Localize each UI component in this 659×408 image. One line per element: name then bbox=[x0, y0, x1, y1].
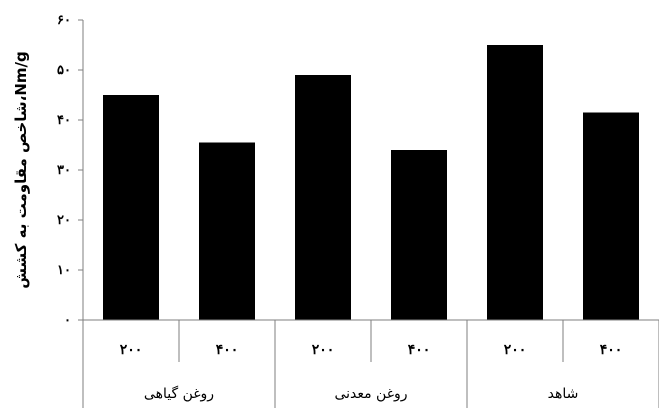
x-axis: ۲۰۰ ۴۰۰ ۲۰۰ ۴۰۰ ۲۰۰ ۴۰۰ روغن گیاهی روغن معدنی شا… bbox=[82, 319, 659, 408]
x-tick-label: ۲۰۰ bbox=[312, 343, 335, 358]
x-tick-label: ۲۰۰ bbox=[504, 343, 527, 358]
group-label: روغن گیاهی bbox=[144, 385, 214, 402]
x-tick-label: ۴۰۰ bbox=[216, 343, 239, 358]
x-tick-label: ۴۰۰ bbox=[408, 343, 431, 358]
y-axis: ۰ ۱۰ ۲۰ ۳۰ ۴۰ ۵۰ ۶۰ bbox=[57, 12, 84, 327]
y-axis-label-group: شاخص مقاومت به کشش،Nm/g bbox=[12, 51, 30, 289]
group-label: شاهد bbox=[548, 386, 579, 402]
y-tick-label: ۴۰ bbox=[57, 112, 71, 127]
y-axis-label: شاخص مقاومت به کشش،Nm/g bbox=[12, 51, 30, 289]
y-tick-label: ۲۰ bbox=[57, 212, 71, 227]
bar bbox=[199, 142, 255, 320]
bar bbox=[103, 95, 159, 320]
y-tick-label: ۱۰ bbox=[57, 262, 71, 277]
bars bbox=[103, 45, 639, 320]
bar bbox=[295, 75, 351, 320]
y-tick-label: ۶۰ bbox=[57, 12, 71, 27]
bar bbox=[391, 150, 447, 320]
x-tick-label: ۴۰۰ bbox=[600, 343, 623, 358]
bar bbox=[583, 112, 639, 320]
x-tick-label: ۲۰۰ bbox=[120, 343, 143, 358]
y-tick-label: ۰ bbox=[64, 312, 71, 327]
bar bbox=[487, 45, 543, 320]
group-label: روغن معدنی bbox=[334, 386, 407, 402]
y-tick-label: ۳۰ bbox=[57, 162, 71, 177]
y-tick-label: ۵۰ bbox=[57, 62, 71, 77]
